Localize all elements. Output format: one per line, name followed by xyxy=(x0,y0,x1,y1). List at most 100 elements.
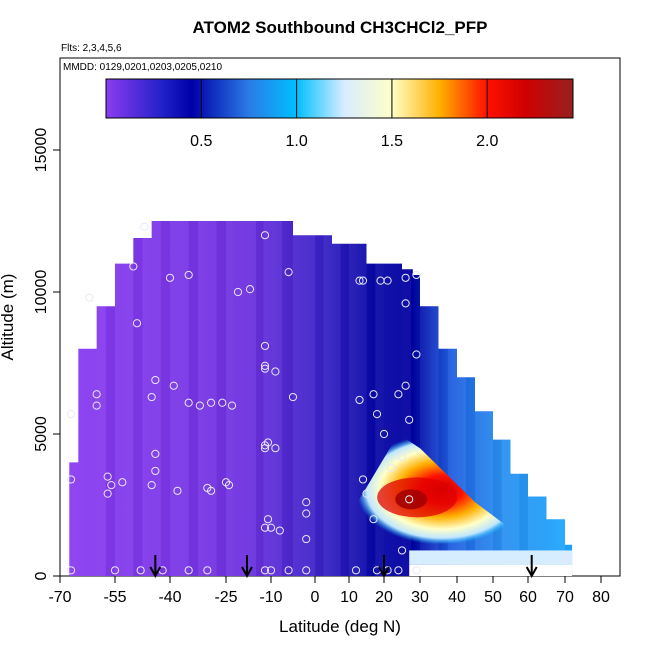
field-band xyxy=(393,221,402,576)
sample-point xyxy=(394,566,403,575)
field-band xyxy=(241,221,249,576)
sample-point xyxy=(151,449,160,458)
sample-point xyxy=(221,478,231,487)
field-band xyxy=(411,221,420,576)
field-band xyxy=(565,221,573,576)
y-axis-label: Altitude (m) xyxy=(0,274,17,361)
sample-point xyxy=(412,350,421,359)
x-tick-label: -10 xyxy=(259,589,282,606)
sample-point xyxy=(129,262,138,271)
concentration-field xyxy=(69,207,573,576)
x-tick-label: -70 xyxy=(48,589,71,606)
sample-point xyxy=(147,481,156,490)
field-band xyxy=(282,207,293,576)
dates-note: MMDD: 0129,0201,0203,0205,0210 xyxy=(63,62,222,73)
x-tick-label: 10 xyxy=(340,589,358,606)
y-tick-label: 0 xyxy=(33,571,50,580)
x-tick-label: -40 xyxy=(158,589,181,606)
field-band xyxy=(179,221,189,576)
field-band xyxy=(248,221,256,576)
sample-point xyxy=(401,273,410,282)
sample-point xyxy=(224,481,234,490)
flight-arrow xyxy=(241,555,253,579)
sample-point xyxy=(405,415,414,424)
x-tick-label: 80 xyxy=(592,589,610,606)
x-tick-label: 70 xyxy=(556,589,574,606)
colorbar-tick-label: 1.5 xyxy=(381,133,403,150)
sample-point xyxy=(271,367,280,376)
sample-point xyxy=(560,554,570,564)
field-band xyxy=(124,221,134,576)
sample-point xyxy=(302,509,311,518)
sample-point xyxy=(218,398,227,407)
sample-point xyxy=(266,523,276,532)
flights-note: Flts: 2,3,4,5,6 xyxy=(61,43,122,54)
field-surface-gap xyxy=(409,564,573,576)
sample-point xyxy=(260,364,270,373)
field-band xyxy=(384,221,393,576)
x-tick-label: -25 xyxy=(214,589,237,606)
sample-point xyxy=(260,566,270,575)
y-axis: 0 5000 10000 15000 xyxy=(33,128,60,580)
sample-point xyxy=(412,566,421,575)
colorbar: 0.5 1.0 1.5 2.0 xyxy=(105,78,574,150)
field-band xyxy=(457,221,466,576)
sample-point xyxy=(184,566,193,575)
sample-point xyxy=(387,463,396,473)
sample-point xyxy=(260,361,270,370)
sample-point xyxy=(165,273,175,282)
field-band xyxy=(293,221,304,576)
sample-point xyxy=(260,341,270,351)
field-band xyxy=(429,221,439,576)
field-band xyxy=(207,221,217,576)
x-tick-label: 30 xyxy=(411,589,429,606)
sample-point xyxy=(284,268,293,277)
colorbar-gradient xyxy=(105,78,574,119)
sample-point xyxy=(379,429,389,439)
y-tick-label: 15000 xyxy=(33,128,50,173)
sample-point xyxy=(401,381,410,390)
colorbar-tick-label: 2.0 xyxy=(476,133,498,150)
field-band xyxy=(96,221,106,576)
sample-point xyxy=(233,287,243,297)
field-band xyxy=(151,221,161,576)
sample-point xyxy=(369,390,378,399)
sample-point xyxy=(132,319,142,328)
sample-point xyxy=(173,486,182,495)
field-band xyxy=(349,221,358,576)
sample-point xyxy=(66,566,76,575)
x-tick-label: 60 xyxy=(519,589,537,606)
sample-point xyxy=(405,495,414,504)
sample-point xyxy=(195,401,204,410)
field-band xyxy=(161,207,170,576)
field-band xyxy=(304,221,315,576)
sample-point xyxy=(397,452,407,461)
field-band xyxy=(555,221,565,576)
sample-point xyxy=(140,222,149,231)
colorbar-tick-label: 0.5 xyxy=(190,133,212,150)
x-tick-label: -55 xyxy=(103,589,126,606)
sample-point xyxy=(284,566,293,575)
field-band xyxy=(510,221,520,576)
sample-point xyxy=(369,515,378,524)
sample-point xyxy=(245,285,255,294)
sample-point xyxy=(302,498,311,507)
flight-arrow xyxy=(525,555,538,579)
sample-point xyxy=(107,481,116,490)
sample-point xyxy=(147,392,156,402)
field-band xyxy=(87,221,97,576)
sample-point xyxy=(151,466,160,476)
x-axis: -70 -55 -40 -25 -10 0 10 20 30 40 50 60 70 80 xyxy=(48,576,610,606)
plume-peak xyxy=(395,489,428,510)
field-band xyxy=(528,221,538,576)
x-tick-label: 0 xyxy=(311,589,320,606)
field-band xyxy=(501,221,511,576)
colorbar-tick-label: 1.0 xyxy=(285,133,307,150)
flight-arrows xyxy=(149,555,538,579)
field-band xyxy=(263,221,271,576)
field-band xyxy=(447,221,457,576)
field-band xyxy=(256,221,264,576)
field-band xyxy=(537,221,547,576)
field-band xyxy=(170,221,180,576)
field-fill xyxy=(69,207,573,576)
